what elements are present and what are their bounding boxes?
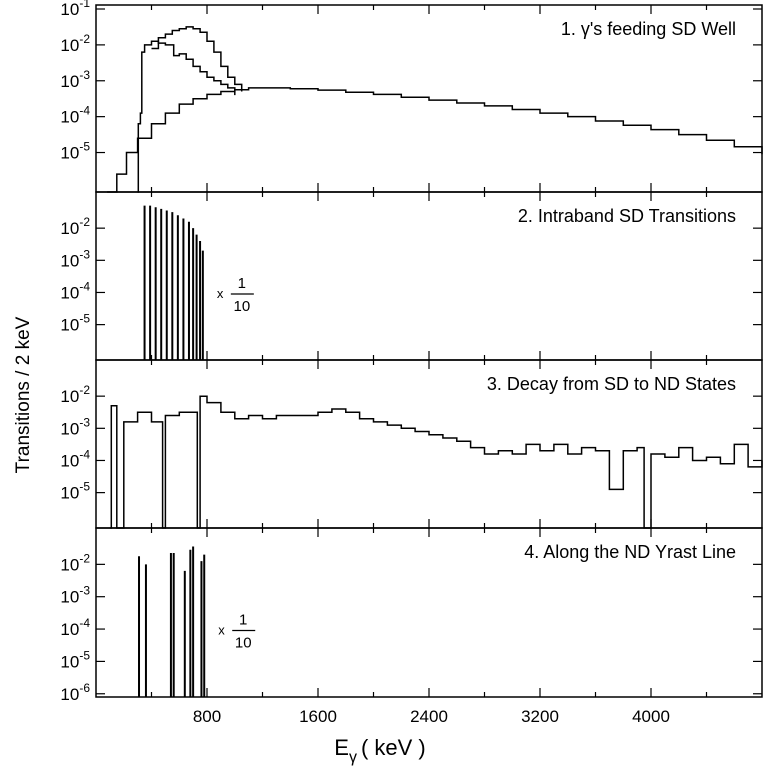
y-tick-exponent: -4 [79, 104, 90, 118]
y-tick-label: 10-4 [60, 104, 90, 127]
panel-4: 10-210-310-410-510-64. Along the ND Yras… [60, 527, 763, 704]
panel-1: 10-1 10-2 10-3 10-4 10-5 1. γ's feeding SD We… [60, 0, 763, 193]
y-axis-label: Transitions / 2 keV [13, 316, 34, 473]
panel-3: 10-2 10-3 10-4 10-5 3. Decay from SD to ND S… [60, 359, 763, 529]
panel-title: 2. Intraband SD Transitions [518, 206, 736, 226]
y-tick-label: 10-4 [60, 616, 90, 639]
x-axis-label-unit: ( keV ) [361, 735, 426, 760]
y-tick-exponent: -2 [79, 551, 90, 565]
y-tick-label: 10-5 [60, 648, 90, 671]
y-tick-exponent: -2 [79, 215, 90, 229]
series-3-line [151, 26, 243, 92]
x-tick-labels: 800 1600 2400 3200 4000 [193, 707, 670, 726]
x-tick-label: 3200 [521, 707, 559, 726]
y-tick-label: 10-3 [60, 68, 90, 91]
x-tick-label: 800 [193, 707, 221, 726]
y-tick-exponent: -4 [79, 447, 90, 461]
x-axis-label-main: E [334, 735, 349, 760]
scale-note-denominator: 10 [233, 298, 250, 315]
y-tick-exponent: -5 [79, 648, 90, 662]
x-axis-label-sub: γ [349, 749, 357, 766]
scale-note: x1 10 [218, 612, 256, 652]
scale-note-numerator: 1 [238, 275, 246, 292]
scale-note: x1 10 [217, 275, 254, 315]
y-tick-exponent: -5 [79, 312, 90, 326]
y-tick-exponent: -3 [79, 584, 90, 598]
scale-note-numerator: 1 [239, 612, 247, 629]
x-axis-label: Eγ( keV ) [334, 735, 425, 766]
x-tick-label: 2400 [410, 707, 448, 726]
y-tick-label: 10-6 [60, 681, 90, 704]
scale-note-prefix: x [217, 286, 224, 301]
y-tick-label: 10-5 [60, 312, 90, 335]
y-tick-exponent: -3 [79, 415, 90, 429]
y-tick-label: 10-5 [60, 140, 90, 163]
scale-note-prefix: x [218, 623, 225, 638]
x-tick-label: 1600 [299, 707, 337, 726]
y-tick-exponent: -3 [79, 247, 90, 261]
scale-note-denominator: 10 [235, 635, 252, 652]
panel-title: 3. Decay from SD to ND States [487, 374, 736, 394]
y-tick-exponent: -5 [79, 140, 90, 154]
panel-title: 4. Along the ND Yrast Line [524, 542, 736, 562]
y-tick-exponent: -3 [79, 68, 90, 82]
series-2-line [137, 40, 236, 193]
y-tick-exponent: -4 [79, 279, 90, 293]
y-tick-label: 10-1 [60, 0, 90, 19]
x-tick-label: 4000 [632, 707, 670, 726]
y-tick-label: 10-4 [60, 279, 90, 302]
y-tick-exponent: -5 [79, 480, 90, 494]
y-tick-exponent: -2 [79, 32, 90, 46]
panel-2: 10-210-310-410-52. Intraband SD Transiti… [60, 191, 763, 361]
y-tick-label: 10-2 [60, 383, 90, 406]
y-tick-exponent: -4 [79, 616, 90, 630]
panel-title: 1. γ's feeding SD Well [561, 19, 736, 39]
series-1-line [109, 395, 763, 529]
y-tick-exponent: -2 [79, 383, 90, 397]
y-tick-label: 10-5 [60, 480, 90, 503]
y-tick-exponent: -1 [79, 0, 90, 10]
y-tick-label: 10-3 [60, 247, 90, 270]
y-tick-label: 10-2 [60, 551, 90, 574]
y-tick-exponent: -6 [79, 681, 90, 695]
y-tick-label: 10-4 [60, 447, 90, 470]
series-1-line [107, 87, 763, 193]
y-tick-label: 10-2 [60, 32, 90, 55]
y-tick-label: 10-3 [60, 415, 90, 438]
y-tick-label: 10-2 [60, 215, 90, 238]
y-tick-label: 10-3 [60, 584, 90, 607]
panels-group: 10-110-210-310-410-51. γ's feeding SD We… [60, 0, 763, 704]
